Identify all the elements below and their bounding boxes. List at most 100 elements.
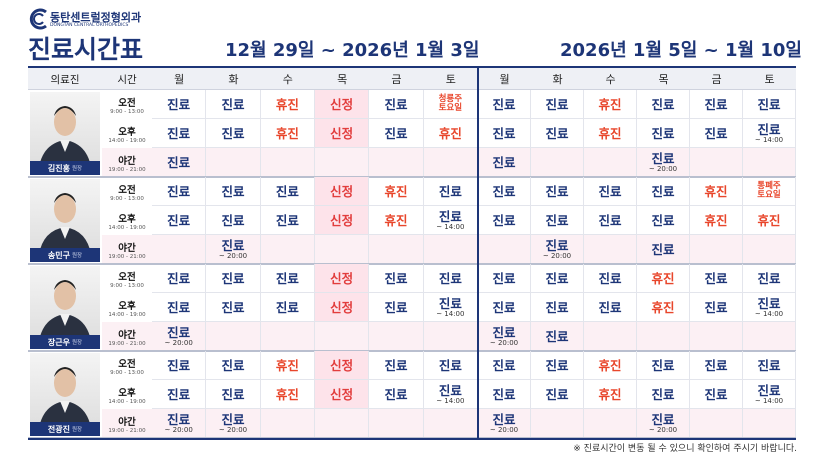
status: 진료 [221, 270, 245, 286]
status: 진료 [438, 357, 462, 373]
status: 진료 [221, 183, 245, 199]
schedule-cell: 진료 ~ 20:00 [152, 322, 207, 351]
schedule-cell: 진료 ~ 14:00 [423, 293, 478, 322]
schedule-cell: 진료 [690, 119, 743, 148]
status: 진료 [545, 299, 569, 315]
week-range: 2026년 1월 5일 ~ 1월 10일 [560, 40, 802, 61]
schedule-cell: 신정 [315, 264, 370, 293]
hours-note: ~ 20:00 [164, 425, 193, 434]
schedule-cell: 진료 [478, 148, 531, 177]
column-header: 시간 [117, 73, 137, 86]
status: 진료 [275, 212, 299, 228]
schedule-cell: 청룡주 토요일 [423, 90, 478, 119]
status: 진료 [492, 212, 516, 228]
schedule-cell: 진료 [206, 264, 261, 293]
schedule-cell: 진료 [637, 206, 690, 235]
schedule-cell [584, 322, 637, 351]
schedule-cell [423, 235, 478, 264]
status: 진료 [651, 183, 675, 199]
schedule-cell [206, 322, 261, 351]
schedule-cell: 진료 [152, 148, 207, 177]
status: 진료 [221, 411, 245, 427]
status: 휴진 [275, 386, 299, 402]
hours-note: ~ 20:00 [164, 338, 193, 347]
schedule-cell: 진료 [152, 206, 207, 235]
schedule-cell: 진료 ~ 20:00 [637, 409, 690, 438]
doctor-name: 김진홍 [47, 163, 70, 173]
schedule-cell: 진료 ~ 20:00 [478, 409, 531, 438]
schedule-cell [690, 148, 743, 177]
status: 진료 [651, 125, 675, 141]
status: 휴진 [275, 357, 299, 373]
status: 진료 [221, 125, 245, 141]
schedule-cell: 진료 [584, 177, 637, 206]
session-label: 야간 [118, 329, 136, 341]
status: 진료 [545, 212, 569, 228]
status: 진료 [221, 299, 245, 315]
schedule-cell [690, 235, 743, 264]
day-header: 금 [711, 73, 722, 86]
schedule-cell: 진료 [531, 90, 584, 119]
status: 진료 [598, 299, 622, 315]
status: 진료 [545, 125, 569, 141]
schedule-cell: 진료 [478, 206, 531, 235]
session-time: 14:00 - 19:00 [108, 137, 146, 144]
schedule-cell: 진료 [206, 380, 261, 409]
schedule-cell: 진료 [369, 351, 424, 380]
schedule-cell: 신정 [315, 90, 370, 119]
status: 진료 [757, 357, 781, 373]
status: 휴진 [598, 125, 622, 141]
schedule-cell [584, 235, 637, 264]
status: 진료 [492, 270, 516, 286]
status: 진료 [221, 96, 245, 112]
schedule-cell [531, 409, 584, 438]
session-time: 19:00 - 21:00 [108, 427, 146, 434]
hours-note: ~ 14:00 [436, 396, 465, 405]
schedule-cell: 휴진 [369, 206, 424, 235]
schedule-cell: 진료 [260, 264, 315, 293]
doctor-divider [28, 263, 796, 265]
schedule-cell: 휴진 [260, 380, 315, 409]
status: 진료 [704, 357, 728, 373]
schedule-cell: 휴진 [584, 119, 637, 148]
schedule-cell: 진료 [152, 293, 207, 322]
status: 신정 [330, 183, 354, 199]
schedule-cell: 진료 [637, 380, 690, 409]
schedule-cell: 진료 [206, 351, 261, 380]
status: 진료 [545, 328, 569, 344]
schedule-cell: 휴진 [637, 293, 690, 322]
schedule-cell: 진료 [478, 90, 531, 119]
day-header: 목 [337, 73, 348, 86]
session-label: 오후 [118, 213, 136, 225]
status: 휴진 [598, 357, 622, 373]
status: 진료 [384, 125, 408, 141]
status: 신정 [330, 386, 354, 402]
status: 진료 [492, 154, 516, 170]
hours-note: ~ 20:00 [218, 251, 248, 260]
status: 휴진 [275, 125, 299, 141]
status: 진료 [492, 96, 516, 112]
status: 신정 [330, 212, 354, 228]
schedule-cell: 진료 [531, 119, 584, 148]
logo: 동탄센트럴정형외과 [50, 11, 142, 24]
hours-note: ~ 14:00 [754, 309, 784, 318]
status: 진료 [651, 212, 675, 228]
status: 진료 [492, 386, 516, 402]
schedule-cell [743, 148, 796, 177]
status: 휴진 [651, 270, 675, 286]
schedule-cell: 진료 [478, 264, 531, 293]
status: 진료 [651, 241, 675, 257]
doctor-name: 전광진 [47, 424, 70, 434]
schedule-cell [315, 409, 370, 438]
status: 진료 [545, 96, 569, 112]
session-time: 19:00 - 21:00 [108, 253, 146, 260]
schedule-cell: 진료 [260, 177, 315, 206]
hours-note: ~ 20:00 [648, 164, 678, 173]
schedule-cell: 진료 [637, 119, 690, 148]
schedule-cell: 진료 [206, 293, 261, 322]
schedule-cell: 진료 [152, 351, 207, 380]
status: 신정 [330, 270, 354, 286]
schedule-cell: 휴진 [369, 177, 424, 206]
status: 진료 [704, 270, 728, 286]
